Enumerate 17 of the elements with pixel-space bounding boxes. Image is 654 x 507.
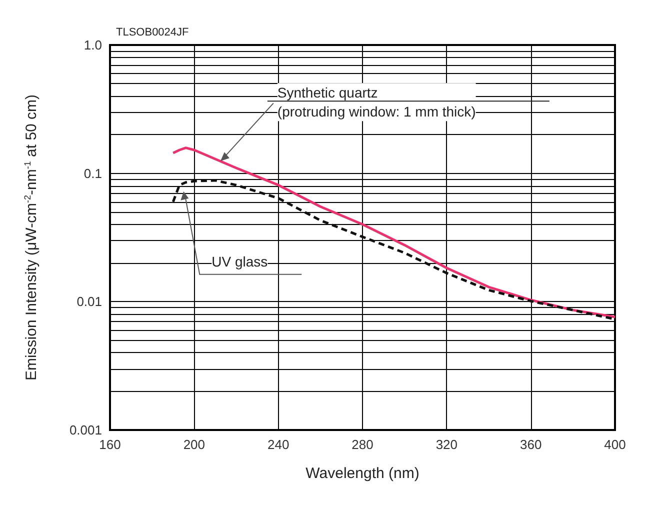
- x-tick-label: 280: [352, 437, 374, 452]
- x-tick-label: 360: [520, 437, 542, 452]
- y-tick-label: 0.1: [84, 166, 102, 181]
- line-series: [172, 146, 616, 318]
- x-tick-label: 320: [436, 437, 458, 452]
- y-tick-label: 0.001: [69, 422, 102, 438]
- x-axis-title: Wavelength (nm): [306, 465, 420, 482]
- x-tick-label: 200: [183, 437, 206, 452]
- annotation: UV glass: [212, 253, 268, 270]
- annotation: Synthetic quartz (protruding window: 1 mm thick): [277, 84, 476, 120]
- text: TLSOB0024JF: [116, 26, 190, 38]
- y-axis-title: Emission Intensity (μW-cm-2-nm-1 at 50 cm): [22, 94, 40, 381]
- x-tick-label: 400: [604, 437, 626, 452]
- x-tick-label: 160: [99, 437, 121, 452]
- y-tick-label: 0.01: [76, 294, 102, 310]
- y-tick-label: 1.0: [84, 38, 102, 52]
- x-tick-label: 240: [267, 437, 290, 452]
